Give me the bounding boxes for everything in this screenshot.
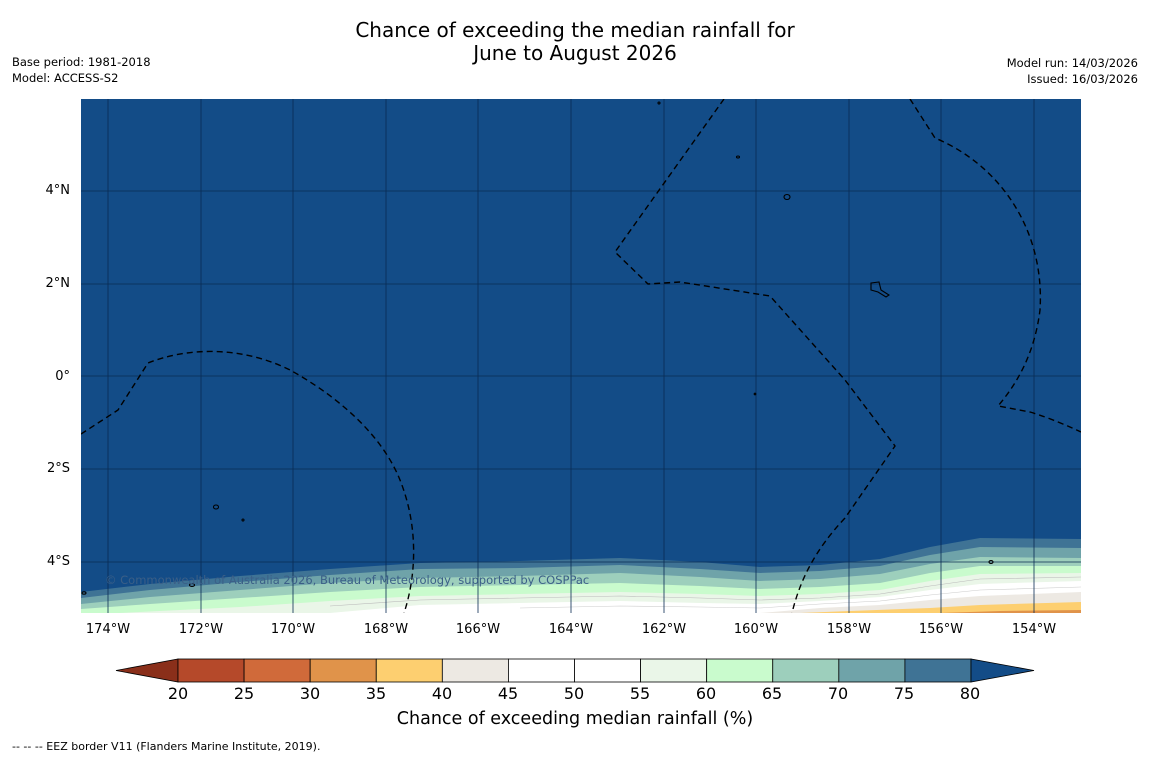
island-outline bbox=[241, 518, 245, 522]
colorbar-tick: 40 bbox=[431, 684, 453, 703]
island-outline bbox=[657, 101, 661, 105]
lat-label-2n: 2°N bbox=[45, 276, 71, 291]
colorbar-cell bbox=[574, 658, 641, 683]
lon-label-154w: 154°W bbox=[1011, 622, 1057, 637]
colorbar-cell bbox=[375, 658, 443, 683]
lon-label-158w: 158°W bbox=[826, 622, 872, 637]
colorbar-tick: 25 bbox=[233, 684, 255, 703]
map-area bbox=[81, 99, 1081, 613]
colorbar-cell bbox=[243, 658, 311, 683]
colorbar-cell bbox=[772, 658, 840, 683]
colorbar-cell bbox=[177, 658, 245, 683]
colorbar-cell bbox=[441, 658, 509, 683]
title-line-1: Chance of exceeding the median rainfall … bbox=[355, 18, 795, 42]
lon-label-156w: 156°W bbox=[918, 622, 964, 637]
colorbar-cell bbox=[309, 658, 377, 683]
colorbar-tick: 70 bbox=[827, 684, 849, 703]
colorbar-tick: 50 bbox=[563, 684, 585, 703]
colorbar-over-triangle bbox=[970, 658, 1035, 683]
meta-right: Model run: 14/03/2026 Issued: 16/03/2026 bbox=[1007, 55, 1138, 87]
graticule bbox=[81, 99, 1081, 613]
colorbar bbox=[115, 658, 1035, 683]
island-outline bbox=[81, 591, 87, 595]
lat-label-4n: 4°N bbox=[45, 183, 71, 198]
base-period-text: Base period: 1981-2018 bbox=[12, 55, 151, 69]
colorbar-tick: 55 bbox=[629, 684, 651, 703]
band-30-35 bbox=[940, 610, 1081, 613]
lat-label-2s: 2°S bbox=[46, 461, 70, 476]
colorbar-cell bbox=[508, 658, 575, 683]
lon-label-174w: 174°W bbox=[85, 622, 131, 637]
lon-label-168w: 168°W bbox=[363, 622, 409, 637]
island-outline bbox=[212, 504, 220, 510]
colorbar-under-triangle bbox=[115, 658, 179, 683]
lat-label-4s: 4°S bbox=[46, 554, 70, 569]
meta-left: Base period: 1981-2018 Model: ACCESS-S2 bbox=[12, 54, 151, 86]
model-run-text: Model run: 14/03/2026 bbox=[1006, 56, 1138, 70]
contour-line bbox=[329, 576, 1081, 607]
island-outline bbox=[735, 155, 741, 159]
issued-text: Issued: 16/03/2026 bbox=[1027, 72, 1138, 86]
colorbar-tick: 35 bbox=[365, 684, 387, 703]
island-outline bbox=[783, 193, 791, 201]
eez-footnote: -- -- -- EEZ border V11 (Flanders Marine… bbox=[12, 740, 321, 753]
colorbar-cell bbox=[640, 658, 708, 683]
copyright-text: © Commonwealth of Australia 2026, Bureau… bbox=[105, 573, 590, 587]
ocean-background bbox=[81, 99, 1081, 613]
island-outline bbox=[753, 392, 757, 396]
colorbar-tick: 60 bbox=[695, 684, 717, 703]
lat-label-0: 0° bbox=[55, 369, 70, 384]
lon-label-160w: 160°W bbox=[733, 622, 779, 637]
colorbar-cell bbox=[838, 658, 906, 683]
chart-title: Chance of exceeding the median rainfall … bbox=[0, 19, 1150, 65]
title-line-2: June to August 2026 bbox=[473, 41, 677, 65]
lon-label-172w: 172°W bbox=[178, 622, 224, 637]
lon-label-162w: 162°W bbox=[641, 622, 687, 637]
eez-borders bbox=[81, 99, 1081, 613]
band-35-40 bbox=[800, 602, 1081, 613]
lon-label-164w: 164°W bbox=[548, 622, 594, 637]
colorbar-tick: 75 bbox=[893, 684, 915, 703]
model-text: Model: ACCESS-S2 bbox=[12, 71, 119, 85]
island-outline bbox=[988, 559, 994, 565]
colorbar-tick: 30 bbox=[299, 684, 321, 703]
lon-label-170w: 170°W bbox=[270, 622, 316, 637]
colorbar-cell bbox=[706, 658, 774, 683]
colorbar-cell bbox=[904, 658, 972, 683]
lon-label-166w: 166°W bbox=[455, 622, 501, 637]
colorbar-tick: 45 bbox=[497, 684, 519, 703]
colorbar-title: Chance of exceeding median rainfall (%) bbox=[396, 709, 754, 729]
colorbar-tick: 80 bbox=[959, 684, 981, 703]
island-outline bbox=[870, 281, 891, 298]
islands bbox=[81, 101, 994, 595]
island-outline bbox=[188, 582, 196, 588]
colorbar-tick: 65 bbox=[761, 684, 783, 703]
contour-line bbox=[519, 586, 1081, 609]
colorbar-tick: 20 bbox=[167, 684, 189, 703]
